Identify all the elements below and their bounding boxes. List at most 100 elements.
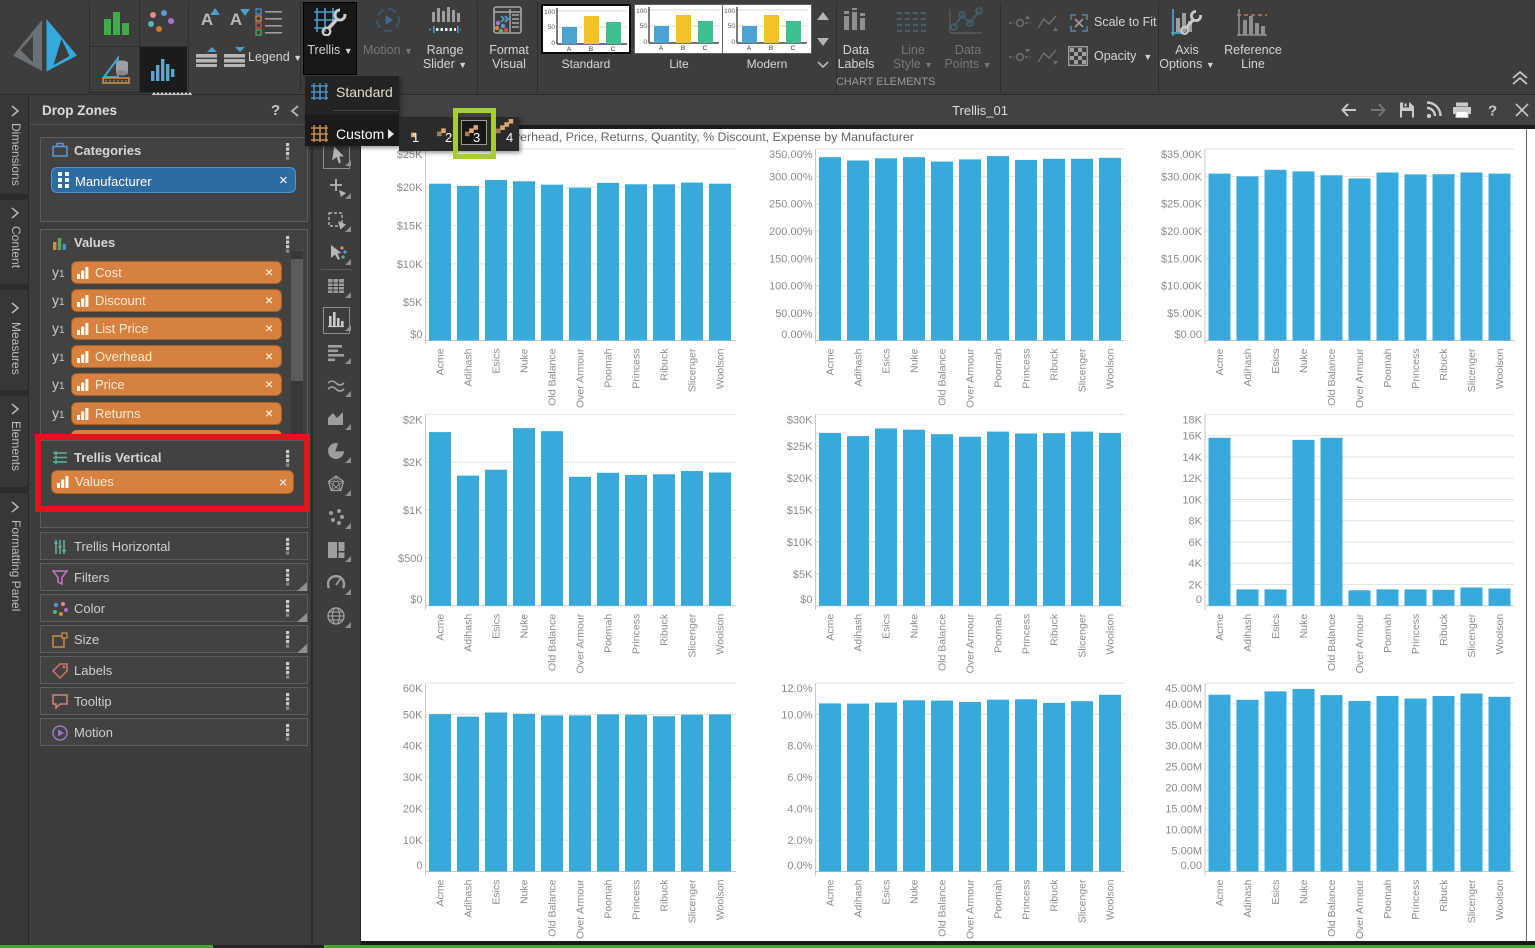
svg-text:Over Armour: Over Armour xyxy=(575,613,587,673)
svg-text:$10.00K: $10.00K xyxy=(1161,281,1203,293)
svg-text:10K: 10K xyxy=(1182,494,1202,506)
svg-text:100: 100 xyxy=(724,8,735,15)
svg-text:0: 0 xyxy=(643,39,647,46)
svg-text:Woolson: Woolson xyxy=(1105,614,1117,655)
svg-text:10.00M: 10.00M xyxy=(1165,824,1202,836)
svg-text:$30K: $30K xyxy=(787,414,813,426)
svg-text:Nuke: Nuke xyxy=(1298,614,1310,639)
svg-text:Princess: Princess xyxy=(631,880,643,920)
svg-text:Over Armour: Over Armour xyxy=(965,348,977,408)
svg-text:Old Balance: Old Balance xyxy=(1326,614,1338,671)
svg-text:60K: 60K xyxy=(403,683,423,695)
svg-text:B: B xyxy=(681,45,685,51)
svg-text:Ribuck: Ribuck xyxy=(659,348,671,381)
svg-text:Over Armour: Over Armour xyxy=(965,879,977,939)
svg-text:Woolson: Woolson xyxy=(715,614,727,655)
svg-text:Adihash: Adihash xyxy=(853,879,865,917)
svg-text:50K: 50K xyxy=(403,709,423,721)
svg-text:Over Armour: Over Armour xyxy=(965,613,977,673)
svg-text:Princess: Princess xyxy=(631,349,643,389)
svg-text:Princess: Princess xyxy=(1410,349,1422,389)
svg-text:0.0%: 0.0% xyxy=(787,860,812,872)
svg-text:Poomah: Poomah xyxy=(1382,879,1394,918)
svg-text:Slicenger: Slicenger xyxy=(1466,348,1478,392)
svg-text:Woolson: Woolson xyxy=(1105,879,1117,920)
svg-text:Over Armour: Over Armour xyxy=(575,879,587,939)
svg-text:15.00M: 15.00M xyxy=(1165,804,1202,816)
svg-text:100: 100 xyxy=(544,9,555,16)
svg-text:A: A xyxy=(567,46,572,52)
svg-text:Adihash: Adihash xyxy=(1242,614,1254,652)
svg-text:Over Armour: Over Armour xyxy=(1354,348,1366,408)
svg-text:Nuke: Nuke xyxy=(519,879,531,904)
svg-text:Poomah: Poomah xyxy=(603,348,615,387)
svg-text:$500: $500 xyxy=(398,553,422,565)
svg-text:Nuke: Nuke xyxy=(519,348,531,373)
svg-text:B: B xyxy=(769,45,773,51)
svg-text:45.00M: 45.00M xyxy=(1165,683,1202,695)
svg-text:$10K: $10K xyxy=(787,537,813,549)
svg-text:Nuke: Nuke xyxy=(1298,879,1310,904)
svg-text:150.00%: 150.00% xyxy=(769,253,813,265)
svg-text:$35.00K: $35.00K xyxy=(1161,149,1203,161)
svg-text:Princess: Princess xyxy=(1021,880,1033,920)
svg-text:$25K: $25K xyxy=(787,441,813,453)
svg-text:Princess: Princess xyxy=(1410,880,1422,920)
svg-text:Nuke: Nuke xyxy=(909,614,921,639)
svg-text:8K: 8K xyxy=(1189,516,1203,528)
svg-text:$10K: $10K xyxy=(397,259,423,271)
svg-text:20.00M: 20.00M xyxy=(1165,783,1202,795)
svg-text:Slicenger: Slicenger xyxy=(687,879,699,923)
svg-text:40K: 40K xyxy=(403,741,423,753)
svg-text:Old Balance: Old Balance xyxy=(937,614,949,671)
svg-text:14K: 14K xyxy=(1182,452,1202,464)
svg-text:Poomah: Poomah xyxy=(1382,614,1394,653)
svg-text:Esics: Esics xyxy=(1270,349,1282,374)
svg-text:30K: 30K xyxy=(403,772,423,784)
svg-text:4K: 4K xyxy=(1189,558,1203,570)
svg-text:C: C xyxy=(703,45,708,51)
svg-text:250.00%: 250.00% xyxy=(769,199,813,211)
svg-text:0.00%: 0.00% xyxy=(781,329,812,341)
svg-text:Woolson: Woolson xyxy=(715,879,727,920)
svg-text:2K: 2K xyxy=(1189,579,1203,591)
svg-text:Poomah: Poomah xyxy=(603,614,615,653)
svg-text:Ribuck: Ribuck xyxy=(1438,348,1450,381)
svg-text:50: 50 xyxy=(728,23,736,30)
svg-text:Over Armour: Over Armour xyxy=(575,348,587,408)
svg-text:$20K: $20K xyxy=(787,473,813,485)
svg-text:4.0%: 4.0% xyxy=(787,804,812,816)
svg-text:Ribuck: Ribuck xyxy=(1438,613,1450,646)
svg-text:$2K: $2K xyxy=(403,457,423,469)
svg-text:Esics: Esics xyxy=(881,614,893,639)
svg-text:$15K: $15K xyxy=(397,220,423,232)
svg-text:0: 0 xyxy=(416,860,422,872)
svg-text:16K: 16K xyxy=(1182,431,1202,443)
svg-text:Adihash: Adihash xyxy=(853,614,865,652)
svg-text:Ribuck: Ribuck xyxy=(1049,879,1061,912)
svg-text:0: 0 xyxy=(731,39,735,46)
svg-text:Esics: Esics xyxy=(491,614,503,639)
svg-text:$0: $0 xyxy=(800,594,812,606)
svg-text:10.0%: 10.0% xyxy=(781,709,812,721)
svg-text:$5K: $5K xyxy=(793,569,813,581)
svg-text:Slicenger: Slicenger xyxy=(1466,613,1478,657)
svg-text:C: C xyxy=(611,46,616,52)
svg-text:$25K: $25K xyxy=(397,149,423,161)
svg-text:100.00%: 100.00% xyxy=(769,281,813,293)
svg-text:Poomah: Poomah xyxy=(1382,348,1394,387)
svg-text:A: A xyxy=(747,45,752,51)
svg-text:Acme: Acme xyxy=(825,879,837,906)
svg-text:Slicenger: Slicenger xyxy=(1077,879,1089,923)
svg-text:Adihash: Adihash xyxy=(463,348,475,386)
svg-text:Acme: Acme xyxy=(1214,348,1226,375)
svg-text:18K: 18K xyxy=(1182,414,1202,426)
svg-text:Esics: Esics xyxy=(491,880,503,905)
svg-text:Esics: Esics xyxy=(491,349,503,374)
svg-text:$0.00: $0.00 xyxy=(1174,329,1202,341)
svg-text:35.00M: 35.00M xyxy=(1165,720,1202,732)
svg-text:Slicenger: Slicenger xyxy=(1077,613,1089,657)
svg-text:30.00M: 30.00M xyxy=(1165,741,1202,753)
svg-text:5.00M: 5.00M xyxy=(1171,845,1202,857)
svg-text:10K: 10K xyxy=(403,835,423,847)
